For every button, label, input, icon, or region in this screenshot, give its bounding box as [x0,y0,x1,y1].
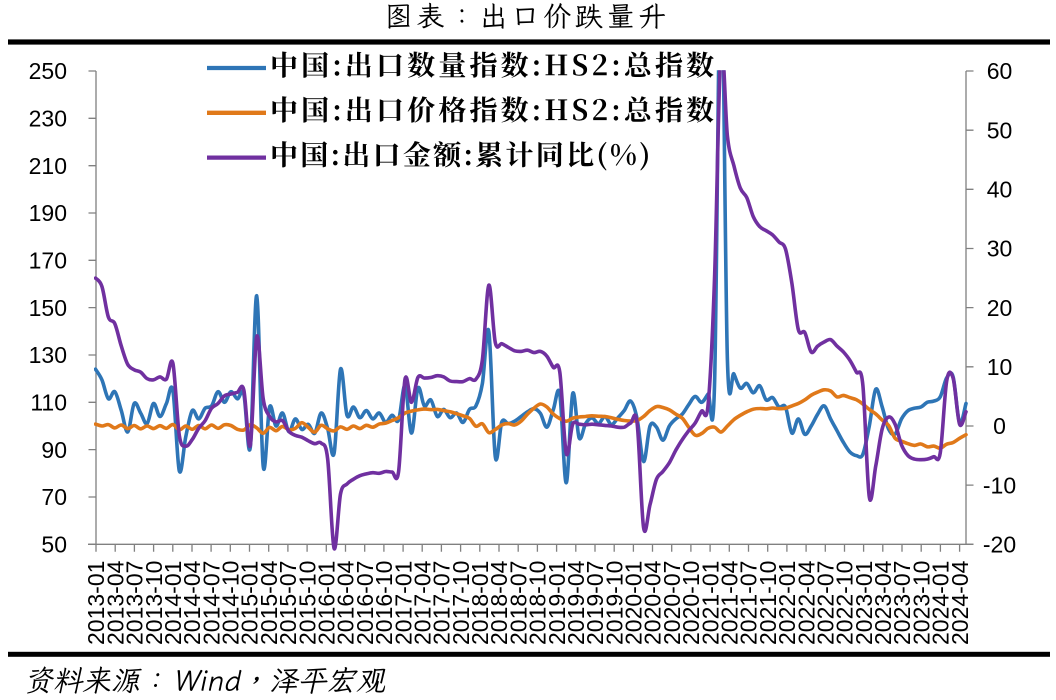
svg-text:2018-10: 2018-10 [525,561,551,645]
svg-text:2014-01: 2014-01 [160,561,186,645]
svg-text:2016-07: 2016-07 [352,561,378,645]
svg-text:2015-04: 2015-04 [256,560,282,645]
svg-text:2022-04: 2022-04 [793,560,819,645]
svg-text:40: 40 [987,177,1013,203]
svg-text:30: 30 [987,236,1013,262]
svg-text:130: 130 [29,342,67,368]
svg-text:2018-04: 2018-04 [486,560,512,645]
svg-text:-20: -20 [983,532,1016,558]
svg-text:2019-04: 2019-04 [563,560,589,645]
svg-text:2017-07: 2017-07 [429,561,455,645]
svg-text:250: 250 [29,58,67,84]
svg-text:210: 210 [29,153,67,179]
svg-text:10: 10 [987,354,1013,380]
svg-text:2024-01: 2024-01 [928,561,954,645]
svg-text:2017-04: 2017-04 [409,560,435,645]
svg-text:2020-10: 2020-10 [678,561,704,645]
svg-text:2015-10: 2015-10 [294,561,320,645]
svg-text:2017-10: 2017-10 [448,561,474,645]
svg-text:2016-01: 2016-01 [314,561,340,645]
svg-text:70: 70 [41,484,67,510]
svg-text:2020-04: 2020-04 [640,560,666,645]
svg-text:2013-10: 2013-10 [141,561,167,645]
svg-text:2015-01: 2015-01 [237,561,263,645]
svg-text:2023-07: 2023-07 [889,561,915,645]
svg-text:2018-07: 2018-07 [505,561,531,645]
svg-text:2016-04: 2016-04 [333,560,359,645]
svg-text:110: 110 [30,390,67,416]
svg-text:0: 0 [993,413,1006,439]
svg-text:2022-01: 2022-01 [774,561,800,645]
svg-text:2018-01: 2018-01 [467,561,493,645]
svg-text:2020-07: 2020-07 [659,561,685,645]
svg-text:2016-10: 2016-10 [371,561,397,645]
svg-text:2023-01: 2023-01 [851,561,877,645]
svg-text:2021-07: 2021-07 [736,561,762,645]
svg-text:230: 230 [29,106,67,132]
svg-text:2017-01: 2017-01 [390,561,416,645]
svg-text:2019-10: 2019-10 [601,561,627,645]
svg-text:2021-10: 2021-10 [755,561,781,645]
svg-text:190: 190 [29,200,67,226]
svg-text:20: 20 [987,295,1013,321]
svg-text:150: 150 [29,295,67,321]
svg-text:50: 50 [41,532,67,558]
svg-text:-10: -10 [983,472,1016,498]
svg-text:2021-01: 2021-01 [697,561,723,645]
svg-text:2020-01: 2020-01 [621,561,647,645]
svg-text:2021-04: 2021-04 [717,560,743,645]
svg-text:2019-01: 2019-01 [544,561,570,645]
svg-text:2022-10: 2022-10 [832,561,858,645]
svg-text:2013-07: 2013-07 [122,561,148,645]
svg-text:2022-07: 2022-07 [813,561,839,645]
svg-text:2019-07: 2019-07 [582,561,608,645]
svg-text:2013-01: 2013-01 [83,561,109,645]
svg-text:90: 90 [41,437,67,463]
svg-text:2023-10: 2023-10 [908,561,934,645]
svg-text:60: 60 [987,58,1013,84]
svg-text:50: 50 [987,117,1013,143]
svg-text:2013-04: 2013-04 [102,560,128,645]
svg-text:2015-07: 2015-07 [275,561,301,645]
svg-text:2014-10: 2014-10 [218,561,244,645]
svg-text:2014-07: 2014-07 [198,561,224,645]
svg-text:170: 170 [29,248,67,274]
svg-text:2024-04: 2024-04 [947,560,973,645]
svg-text:2023-04: 2023-04 [870,560,896,645]
svg-text:2014-04: 2014-04 [179,560,205,645]
